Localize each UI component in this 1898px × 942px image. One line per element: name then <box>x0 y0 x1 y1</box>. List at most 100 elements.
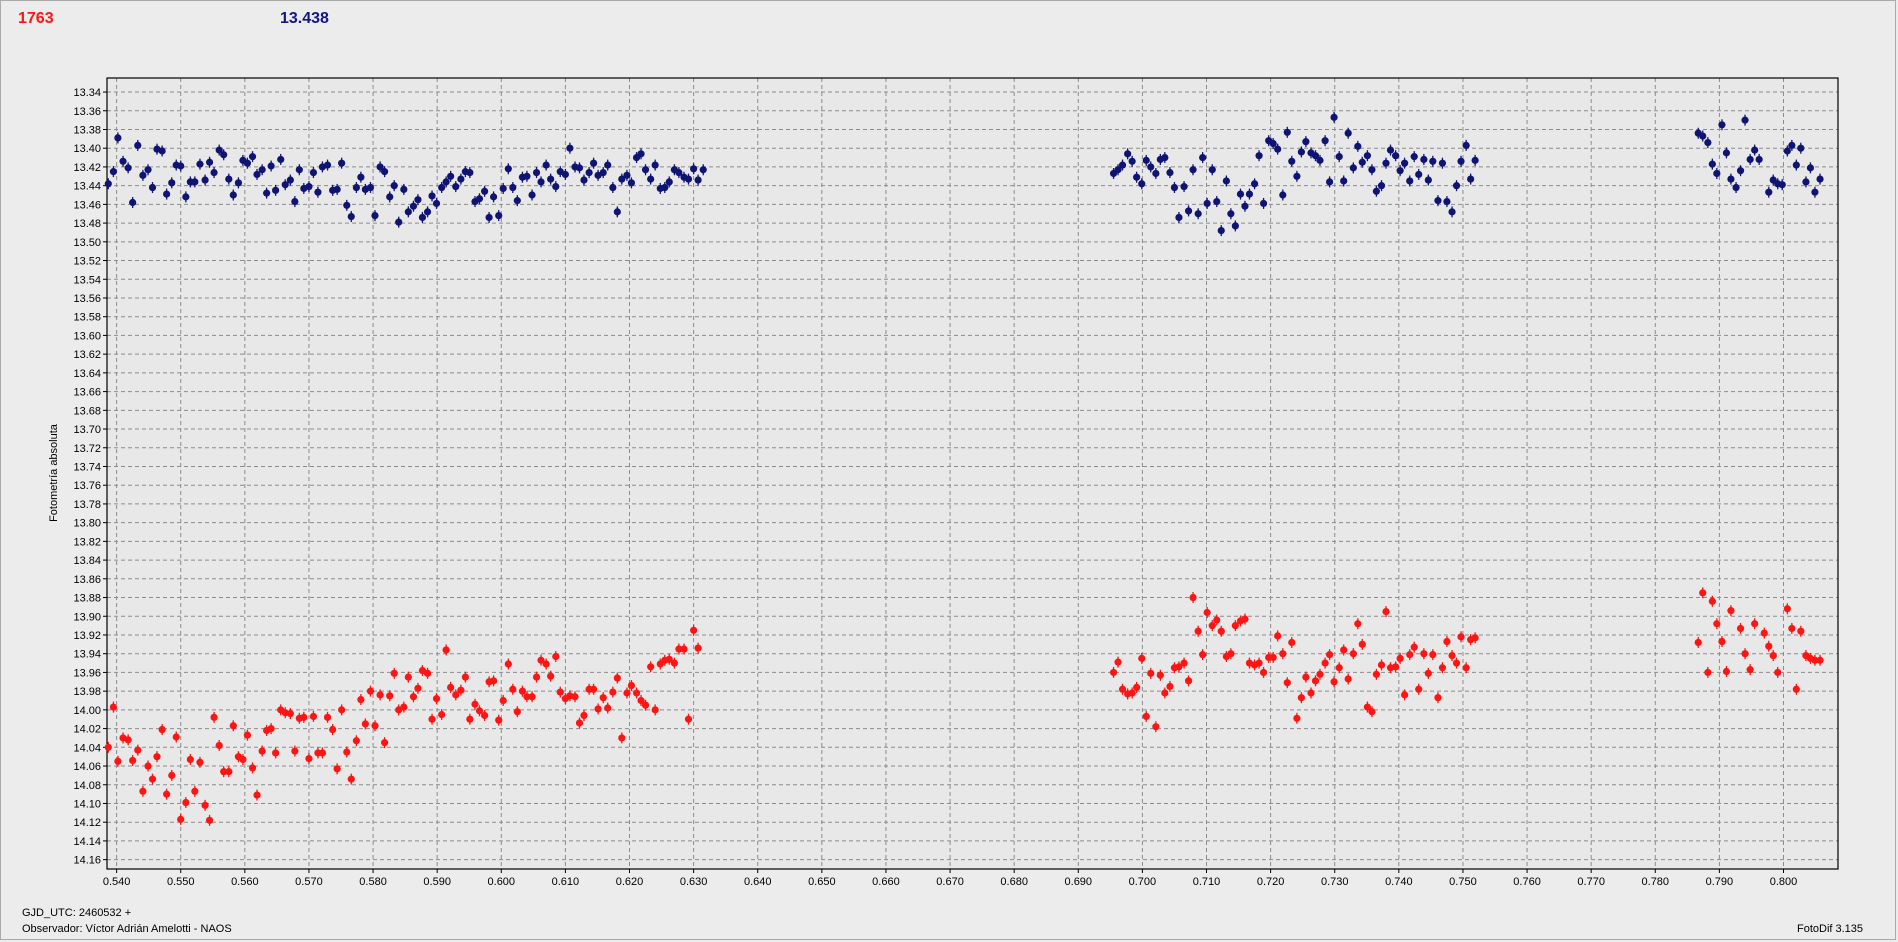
data-point-top <box>1368 164 1376 176</box>
data-point-bottom <box>1746 664 1754 676</box>
data-point-top <box>641 164 650 176</box>
data-point-top <box>1736 165 1745 177</box>
data-point-bottom <box>1161 687 1169 699</box>
data-point-top <box>1452 180 1461 192</box>
data-point-bottom <box>1429 649 1437 661</box>
y-tick-label: 13.58 <box>73 312 101 324</box>
data-point-bottom <box>684 713 693 725</box>
data-point-top <box>438 182 446 194</box>
data-point-bottom <box>1340 644 1348 656</box>
y-tick-label: 13.60 <box>73 330 101 342</box>
y-tick-label: 13.62 <box>73 349 101 361</box>
data-point-top <box>1274 143 1282 155</box>
data-point-top <box>163 188 171 200</box>
data-point-bottom <box>1133 681 1141 693</box>
y-tick-label: 13.50 <box>73 237 101 249</box>
data-point-top <box>1382 157 1390 169</box>
y-tick-label: 13.46 <box>73 199 101 211</box>
data-point-top <box>1415 168 1423 180</box>
y-tick-label: 13.56 <box>73 293 101 305</box>
data-point-top <box>409 200 418 212</box>
data-point-bottom <box>1462 662 1470 674</box>
data-point-top <box>400 183 408 195</box>
y-tick-label: 13.98 <box>73 686 101 698</box>
y-tick-label: 13.36 <box>73 106 101 118</box>
data-point-bottom <box>1213 614 1221 626</box>
data-point-top <box>1180 181 1188 193</box>
data-point-top <box>343 199 351 211</box>
data-point-top <box>129 197 137 209</box>
data-point-top <box>1811 186 1819 198</box>
data-point-bottom <box>109 701 118 713</box>
data-point-bottom <box>1722 665 1731 677</box>
data-point-top <box>1161 152 1169 164</box>
data-point-top <box>513 195 521 207</box>
data-point-top <box>158 145 166 157</box>
data-point-bottom <box>632 687 641 699</box>
data-point-top <box>220 149 228 161</box>
data-point-top <box>114 132 122 144</box>
x-tick-label: 0.800 <box>1770 876 1798 888</box>
data-point-bottom <box>641 699 650 711</box>
data-point-bottom <box>114 755 122 767</box>
data-point-top <box>566 142 574 154</box>
data-point-top <box>1184 205 1193 217</box>
data-point-bottom <box>428 713 436 725</box>
data-point-top <box>1138 178 1146 190</box>
data-point-top <box>1349 162 1357 174</box>
data-point-top <box>1325 176 1334 188</box>
data-point-top <box>1166 167 1174 179</box>
data-point-top <box>1420 153 1428 165</box>
data-point-bottom <box>371 720 379 732</box>
data-point-top <box>371 210 379 222</box>
x-tick-label: 0.690 <box>1065 876 1093 888</box>
data-point-bottom <box>1811 654 1819 666</box>
data-point-bottom <box>475 705 484 717</box>
data-point-bottom <box>158 724 166 736</box>
data-point-bottom <box>651 704 659 716</box>
data-point-bottom <box>1774 666 1782 678</box>
x-tick-label: 0.540 <box>103 876 131 888</box>
data-point-top <box>1297 146 1305 158</box>
data-point-top <box>1806 162 1815 174</box>
data-point-top <box>1372 185 1380 197</box>
data-point-top <box>580 174 588 186</box>
x-tick-label: 0.610 <box>552 876 580 888</box>
y-tick-label: 13.34 <box>73 87 101 99</box>
data-point-bottom <box>220 766 228 778</box>
data-point-bottom <box>1138 652 1146 664</box>
data-point-bottom <box>613 672 621 684</box>
data-point-top <box>481 185 489 197</box>
data-point-bottom <box>1166 680 1174 692</box>
data-point-top <box>1170 182 1179 194</box>
plot-border <box>106 77 1839 870</box>
data-point-bottom <box>1765 640 1773 652</box>
data-point-top <box>561 168 569 180</box>
data-point-top <box>542 159 550 171</box>
data-point-bottom <box>329 724 337 736</box>
data-point-top <box>694 174 702 186</box>
data-point-top <box>432 197 441 209</box>
data-point-top <box>148 182 157 194</box>
data-point-top <box>1269 138 1277 150</box>
data-point-top <box>281 179 289 191</box>
data-point-bottom <box>670 657 678 669</box>
data-point-bottom <box>452 689 460 701</box>
data-point-top <box>690 163 698 175</box>
data-point-top <box>314 186 322 198</box>
data-point-bottom <box>447 681 455 693</box>
data-point-bottom <box>1142 710 1150 722</box>
data-point-bottom <box>513 706 521 718</box>
data-point-bottom <box>205 814 214 826</box>
data-point-top <box>1396 165 1404 177</box>
data-point-bottom <box>1443 636 1451 648</box>
data-point-bottom <box>532 671 541 683</box>
data-point-top <box>1213 196 1221 208</box>
data-point-bottom <box>1344 673 1352 685</box>
data-point-top <box>1128 155 1136 167</box>
data-point-bottom <box>1816 654 1824 666</box>
data-point-bottom <box>1699 587 1707 599</box>
data-point-bottom <box>381 737 389 749</box>
data-point-bottom <box>148 773 157 785</box>
data-point-bottom <box>1797 625 1805 637</box>
